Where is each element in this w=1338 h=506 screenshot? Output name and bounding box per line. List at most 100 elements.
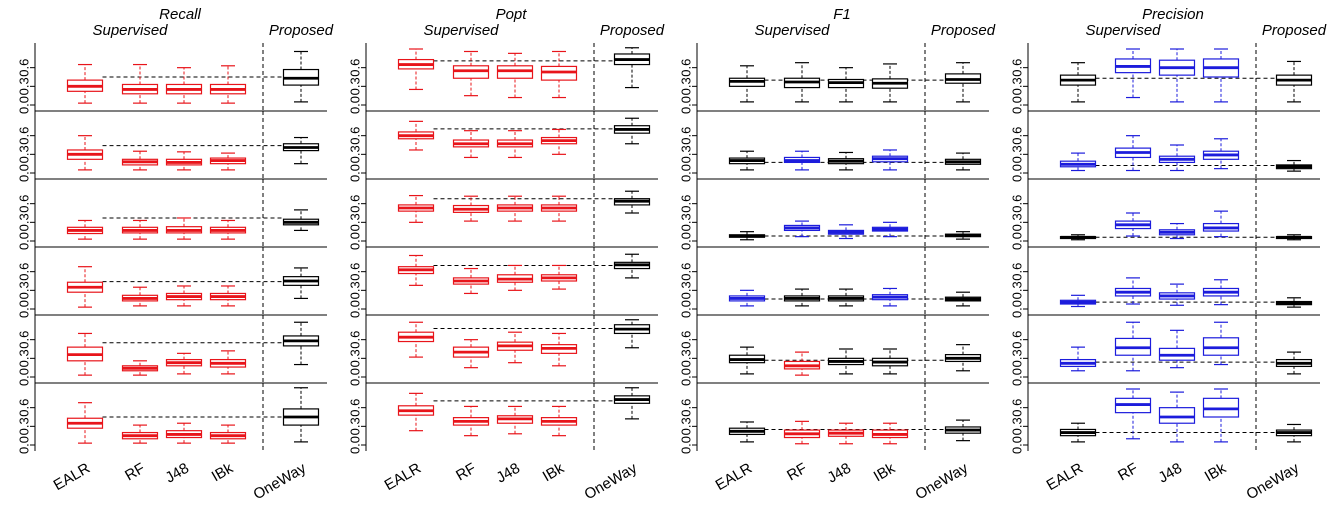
y-tick-label: 0.6 <box>17 263 32 281</box>
box-ealr <box>397 48 435 91</box>
y-tick-label: 0.3 <box>17 145 32 163</box>
box-oneway <box>613 190 651 214</box>
x-tick-label: J48 <box>1156 460 1185 487</box>
box-ibk <box>209 152 247 171</box>
box-j48 <box>1158 283 1196 306</box>
y-tick-label: 0.3 <box>1010 145 1025 163</box>
box-j48 <box>496 52 534 99</box>
box-oneway <box>613 319 651 349</box>
box-ealr <box>66 135 104 171</box>
box-oneway <box>944 62 982 103</box>
box-j48 <box>1158 144 1196 172</box>
panel-row-2: 0.00.30.6 <box>679 110 989 182</box>
y-tick-label: 0.6 <box>679 127 694 145</box>
box-j48 <box>165 422 203 444</box>
x-tick-label: RF <box>784 460 810 485</box>
box-ibk <box>871 348 909 375</box>
box-oneway <box>282 50 320 103</box>
box-ealr <box>1059 294 1097 308</box>
panel-row-4: 0.00.30.6 <box>348 246 658 318</box>
box-ibk <box>540 332 578 367</box>
group-label-supervised: Supervised <box>423 22 499 39</box>
box-oneway <box>613 387 651 420</box>
box-ibk <box>540 195 578 222</box>
box-oneway <box>1275 423 1313 443</box>
box-ibk <box>209 285 247 307</box>
y-tick-label: 0.6 <box>1010 195 1025 213</box>
box-j48 <box>827 67 865 103</box>
box-rf <box>452 267 490 295</box>
x-tick-label: EALR <box>713 460 756 494</box>
y-tick-label: 0.3 <box>1010 281 1025 299</box>
group-label-proposed: Proposed <box>1262 22 1327 39</box>
panel-row-5: 0.00.30.6 <box>17 314 327 386</box>
y-tick-label: 0.3 <box>679 213 694 231</box>
y-tick-label: 0.3 <box>1010 213 1025 231</box>
box-ibk <box>540 405 578 437</box>
box-ibk <box>209 424 247 444</box>
panel-row-1: 0.00.30.6 <box>1010 43 1313 114</box>
y-tick-label: 0.3 <box>348 145 363 163</box>
box-ibk <box>871 422 909 445</box>
x-tick-label: EALR <box>382 460 425 494</box>
panel-row-3: 0.00.30.6 <box>17 178 327 250</box>
box-ibk <box>1202 279 1240 306</box>
box-ealr <box>66 219 104 240</box>
y-tick-label: 0.3 <box>1010 417 1025 435</box>
box-ealr <box>728 231 766 241</box>
panel-row-1: 0.00.30.6 <box>17 43 320 114</box>
box-oneway <box>944 231 982 240</box>
box-rf <box>783 420 821 445</box>
box-oneway <box>1275 351 1313 375</box>
y-tick-label: 0.6 <box>348 195 363 213</box>
y-tick-label: 0.6 <box>348 263 363 281</box>
box-rf <box>1114 388 1152 440</box>
x-tick-label: RF <box>122 460 148 485</box>
box-ealr <box>397 194 435 223</box>
y-tick-label: 0.0 <box>1010 232 1025 250</box>
box-ealr <box>1059 62 1097 103</box>
y-tick-label: 0.3 <box>679 417 694 435</box>
box-oneway <box>282 387 320 443</box>
y-tick-label: 0.6 <box>1010 263 1025 281</box>
box-j48 <box>1158 222 1196 240</box>
panel-row-4: 0.00.30.6 <box>679 246 989 318</box>
box-j48 <box>827 348 865 375</box>
y-tick-label: 0.0 <box>17 164 32 182</box>
y-tick-label: 0.0 <box>348 300 363 318</box>
panel-title: F1 <box>833 6 851 23</box>
box-rf <box>1114 212 1152 237</box>
y-tick-label: 0.6 <box>17 399 32 417</box>
box-oneway <box>282 209 320 232</box>
box-ealr <box>397 321 435 358</box>
box-ibk <box>871 287 909 307</box>
box-rf <box>121 360 159 376</box>
x-tick-label: OneWay <box>581 459 640 503</box>
box-oneway <box>944 344 982 372</box>
x-tick-label: EALR <box>51 460 94 494</box>
box-ealr <box>728 65 766 103</box>
box-rf <box>121 63 159 104</box>
x-tick-label: EALR <box>1044 460 1087 494</box>
y-tick-label: 0.0 <box>17 436 32 454</box>
y-tick-label: 0.3 <box>17 213 32 231</box>
panel-title: Precision <box>1142 6 1204 23</box>
box-rf <box>121 286 159 307</box>
y-tick-label: 0.0 <box>679 368 694 386</box>
box-oneway <box>613 117 651 145</box>
y-tick-label: 0.6 <box>17 195 32 213</box>
box-ibk <box>209 65 247 104</box>
panel-row-6: 0.00.30.6 <box>1010 382 1320 454</box>
panel-row-6: 0.00.30.6 <box>348 382 658 454</box>
y-tick-label: 0.6 <box>348 59 363 77</box>
group-label-proposed: Proposed <box>931 22 996 39</box>
box-oneway <box>613 253 651 279</box>
box-oneway <box>1275 297 1313 308</box>
box-j48 <box>827 151 865 171</box>
y-tick-label: 0.6 <box>1010 59 1025 77</box>
box-j48 <box>496 331 534 364</box>
panel-row-2: 0.00.30.6 <box>348 110 658 182</box>
